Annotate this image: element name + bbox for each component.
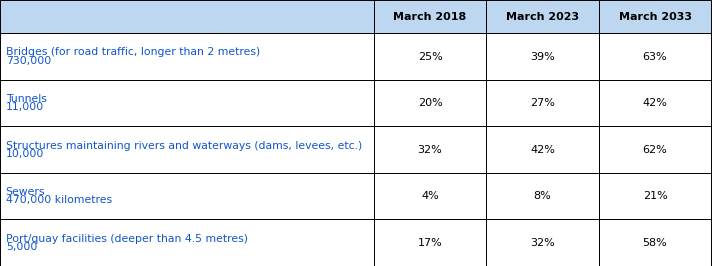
Bar [374,219,486,266]
Text: March 2018: March 2018 [394,12,466,22]
Bar [0,80,374,126]
Bar [374,0,486,33]
Text: 21%: 21% [643,191,667,201]
Text: 42%: 42% [643,98,667,108]
Bar [599,126,711,173]
Text: Structures maintaining rivers and waterways (dams, levees, etc.): Structures maintaining rivers and waterw… [6,140,362,151]
Text: Bridges (for road traffic, longer than 2 metres): Bridges (for road traffic, longer than 2… [6,47,260,57]
Text: 32%: 32% [418,145,442,155]
Text: 17%: 17% [418,238,442,248]
Text: 4%: 4% [422,191,439,201]
Text: March 2023: March 2023 [506,12,579,22]
Text: 63%: 63% [643,52,667,61]
Bar [486,173,599,219]
Text: Sewers: Sewers [6,187,45,197]
Text: March 2033: March 2033 [619,12,691,22]
Bar [374,126,486,173]
Bar [0,0,374,33]
Bar [374,33,486,80]
Bar [0,219,374,266]
Bar [599,0,711,33]
Bar [0,33,374,80]
Text: 470,000 kilometres: 470,000 kilometres [6,195,112,205]
Text: 32%: 32% [530,238,555,248]
Bar [0,173,374,219]
Bar [599,80,711,126]
Bar [374,173,486,219]
Bar [486,80,599,126]
Text: 62%: 62% [643,145,667,155]
Text: 11,000: 11,000 [6,102,44,112]
Bar [374,80,486,126]
Bar [486,0,599,33]
Bar [486,126,599,173]
Text: 25%: 25% [418,52,442,61]
Text: 27%: 27% [530,98,555,108]
Bar [486,33,599,80]
Text: 58%: 58% [643,238,667,248]
Text: 730,000: 730,000 [6,56,51,66]
Bar [486,219,599,266]
Bar [599,219,711,266]
Text: 39%: 39% [530,52,555,61]
Bar [599,173,711,219]
Bar [0,126,374,173]
Text: Tunnels: Tunnels [6,94,46,104]
Bar [599,33,711,80]
Text: 20%: 20% [418,98,442,108]
Text: 8%: 8% [534,191,551,201]
Text: Port/quay facilities (deeper than 4.5 metres): Port/quay facilities (deeper than 4.5 me… [6,234,248,244]
Text: 42%: 42% [530,145,555,155]
Text: 10,000: 10,000 [6,149,44,159]
Text: 5,000: 5,000 [6,242,37,252]
